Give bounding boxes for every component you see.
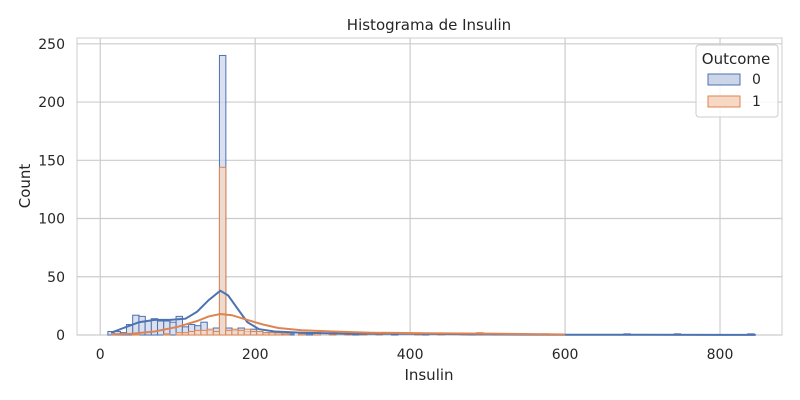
plot-area [76,37,783,336]
histogram-bar-outcome-1 [274,332,283,336]
histogram-bar-outcome-1 [249,331,258,336]
y-tick-label: 200 [38,95,65,111]
x-tick-label: 200 [242,347,269,363]
histogram-bar-outcome-1 [181,332,190,336]
chart-title: Histograma de Insulin [347,16,511,34]
histogram-bar-outcome-1 [175,332,183,336]
y-tick-label: 250 [38,37,65,53]
histogram-bar-outcome-1 [194,329,202,336]
y-tick-label: 0 [56,328,65,344]
histogram-bar-outcome-1 [268,332,276,336]
kde-curve-outcome-1 [111,312,566,336]
x-axis-label: Insulin [404,366,453,384]
histogram-bar-outcome-1 [200,329,208,336]
legend-label-0: 0 [752,72,761,88]
histogram-bar-outcome-1 [282,333,290,336]
legend-label-1: 1 [752,94,761,110]
histogram-bar-outcome-1 [231,328,239,336]
histogram-bar-outcome-1 [256,331,264,336]
legend-swatch-1 [707,95,741,108]
legend-title: Outcome [702,50,770,68]
histogram-bar-outcome-1 [225,329,233,336]
histogram-bar-outcome-1 [218,166,227,336]
x-tick-label: 600 [552,347,579,363]
x-tick-label: 800 [707,347,734,363]
legend-swatch-0 [707,73,741,86]
y-tick-label: 150 [38,153,65,169]
histogram-bar-outcome-1 [297,333,306,336]
histogram-bar-outcome-1 [243,328,252,336]
x-tick-label: 0 [96,347,105,363]
y-axis-label: Count [16,164,34,209]
y-tick-label: 100 [38,212,65,228]
histogram-bar-outcome-1 [262,332,270,336]
histogram-bar-outcome-0 [156,320,165,336]
legend: Outcome 0 1 [695,44,779,118]
histogram-bar-outcome-1 [237,329,245,336]
kde-curves [110,289,756,336]
axis-ticks: 0 200 400 600 800 0 50 100 150 200 250 [38,37,733,363]
histogram-bar-outcome-1 [163,333,171,336]
x-tick-label: 400 [397,347,424,363]
histogram-bar-outcome-0 [305,333,314,336]
histogram-bar-outcome-1 [212,331,221,336]
histogram-bar-outcome-1 [206,328,214,336]
histogram-bar-outcome-1 [187,331,196,336]
y-tick-label: 50 [47,270,65,286]
